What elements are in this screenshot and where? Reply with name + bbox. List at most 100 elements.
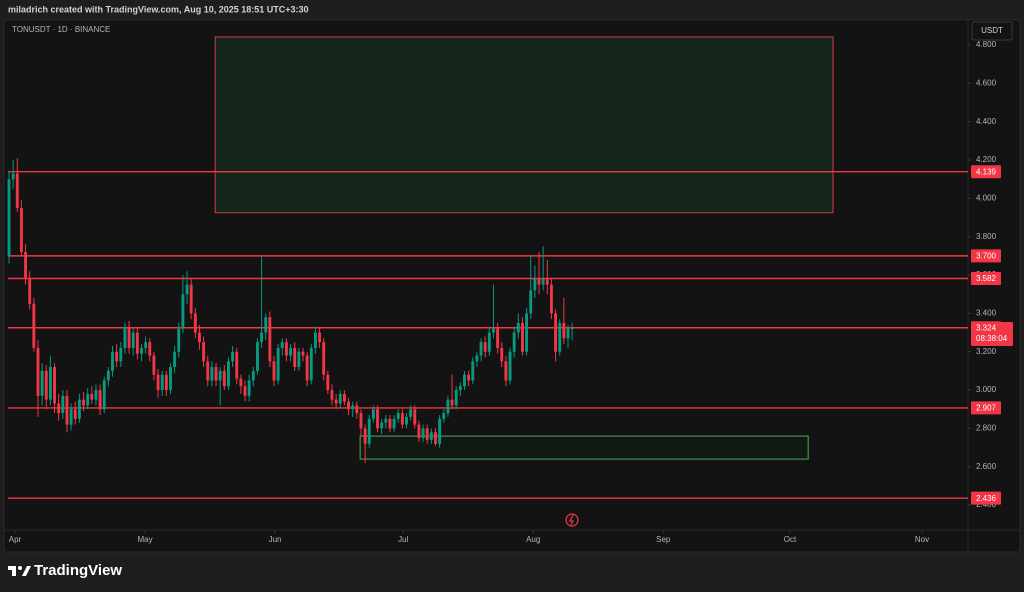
y-tick-label: 4.800: [976, 40, 997, 49]
candle-body: [32, 303, 36, 348]
candle-body: [549, 284, 553, 314]
candle-body: [537, 278, 541, 285]
candle-body: [102, 380, 106, 410]
candle-body: [53, 367, 56, 404]
candle-body: [28, 278, 32, 304]
candle-body: [65, 395, 69, 425]
level-label: 2.436: [976, 494, 997, 503]
candle-body: [392, 418, 396, 429]
alert-icon[interactable]: [565, 513, 579, 527]
y-tick-label: 3.200: [976, 347, 997, 356]
candle-body: [152, 355, 156, 375]
candle-body: [210, 367, 214, 381]
candle-body: [160, 374, 164, 391]
candle-body: [111, 351, 114, 371]
y-tick-label: 2.800: [976, 424, 997, 433]
candle-body: [359, 413, 363, 429]
x-tick-label: Jun: [269, 535, 282, 544]
candle-body: [48, 367, 52, 400]
candle-body: [177, 328, 181, 352]
candle-body: [135, 332, 139, 354]
candle-body: [206, 361, 210, 381]
header-text: miladrich created with TradingView.com, …: [8, 4, 309, 14]
y-tick-label: 4.000: [976, 193, 997, 202]
currency-label: USDT: [981, 26, 1003, 35]
candle-body: [388, 418, 392, 429]
candle-body: [492, 328, 495, 333]
candle-body: [276, 347, 280, 381]
candle-body: [529, 290, 533, 314]
candle-body: [434, 432, 437, 444]
candle-body: [508, 351, 512, 381]
candle-body: [566, 328, 570, 339]
candle-body: [218, 370, 222, 381]
candle-body: [371, 409, 375, 419]
candle-body: [260, 332, 264, 343]
candle-body: [417, 424, 421, 438]
candle-body: [15, 173, 19, 208]
candle-body: [533, 278, 537, 291]
candle-body: [214, 367, 218, 381]
candle-body: [500, 347, 504, 362]
alert-icon-bolt: [569, 514, 574, 526]
candle-body: [198, 332, 201, 343]
candle-body: [156, 374, 160, 391]
candle-body: [516, 322, 520, 333]
candle-body: [450, 399, 454, 406]
logo-part: [12, 566, 16, 576]
candle-body: [446, 399, 450, 414]
candle-body: [69, 409, 73, 425]
candle-body: [334, 399, 338, 404]
level-label-box: [971, 271, 1001, 285]
candle-body: [144, 342, 148, 348]
candle-body: [512, 332, 516, 352]
candle-body: [98, 390, 102, 410]
candle-body: [7, 179, 11, 256]
candle-body: [297, 351, 301, 368]
candle-body: [24, 252, 28, 279]
candle-body: [376, 409, 379, 429]
y-tick-label: 3.800: [976, 232, 997, 241]
candle-body: [19, 207, 23, 253]
candle-body: [326, 374, 330, 391]
level-label-box: [971, 401, 1001, 415]
candle-body: [330, 390, 334, 400]
candle-body: [380, 422, 384, 429]
candle-body: [239, 378, 243, 387]
candle-body: [525, 313, 529, 352]
candle-body: [421, 428, 425, 438]
candle-body: [131, 332, 135, 348]
level-label: 3.700: [976, 251, 997, 260]
candle-body: [458, 386, 462, 391]
candle-body: [541, 278, 545, 285]
candle-body: [554, 313, 558, 352]
y-tick-label: 4.200: [976, 155, 997, 164]
candle-body: [384, 418, 388, 423]
candle-body: [305, 355, 309, 381]
candle-body: [148, 342, 152, 356]
x-tick-label: Oct: [784, 535, 797, 544]
candle-body: [442, 413, 446, 419]
logo-part: [22, 566, 31, 576]
candle-body: [293, 347, 297, 368]
candle-body: [185, 284, 189, 295]
candle-body: [115, 351, 119, 362]
candle-body: [400, 413, 404, 425]
candle-body: [77, 399, 81, 419]
candle-body: [289, 347, 293, 356]
candle-body: [255, 342, 259, 371]
level-label-box: [971, 491, 1001, 505]
candle-body: [562, 322, 566, 339]
y-tick-label: 4.400: [976, 117, 997, 126]
candle-body: [479, 342, 483, 356]
candle-body: [202, 342, 206, 362]
candle-body: [140, 347, 143, 354]
level-label-box: [971, 165, 1001, 179]
currency-box[interactable]: [971, 21, 1013, 41]
candle-body: [318, 332, 322, 343]
zone: [359, 435, 809, 460]
candle-body: [57, 403, 61, 414]
candle-body: [545, 278, 549, 285]
candle-body: [413, 409, 417, 425]
candle-body: [355, 405, 359, 414]
